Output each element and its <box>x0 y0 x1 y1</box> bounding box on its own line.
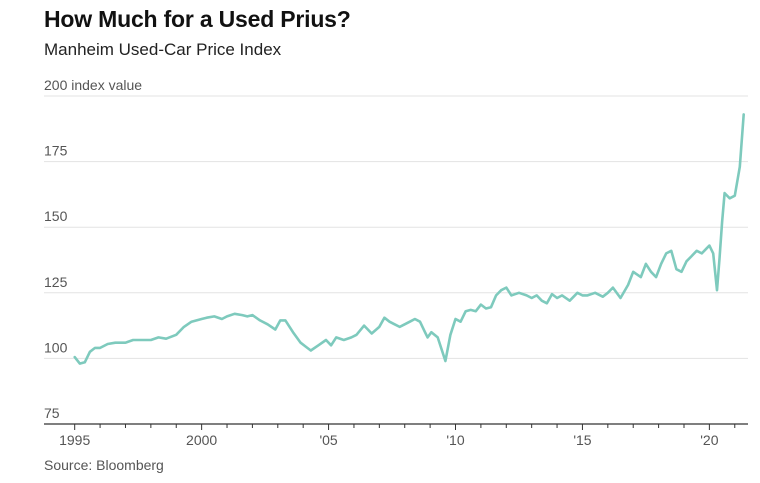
series-line-0 <box>73 113 746 365</box>
y-tick-label-100: 100 <box>44 339 68 355</box>
x-tick-label-2015: '15 <box>573 432 591 448</box>
series-layer <box>73 113 746 365</box>
y-tick-label-150: 150 <box>44 208 68 224</box>
grid-lines <box>44 95 748 359</box>
chart-subtitle: Manheim Used-Car Price Index <box>44 40 282 59</box>
y-tick-label-200: 200 index value <box>44 77 142 93</box>
y-tick-label-75: 75 <box>44 405 60 421</box>
x-tick-label-2000: 2000 <box>186 432 217 448</box>
x-tick-label-2020: '20 <box>700 432 718 448</box>
x-axis: 1995 2000 '05 '10 '15 '20 <box>44 423 748 448</box>
x-tick-label-2005: '05 <box>319 432 337 448</box>
y-tick-label-175: 175 <box>44 143 68 159</box>
x-tick-label-1995: 1995 <box>59 432 90 448</box>
x-tick-label-2010: '10 <box>446 432 464 448</box>
y-axis-ticks: 75 100 125 150 175 200 index value <box>44 77 142 421</box>
y-tick-label-125: 125 <box>44 274 68 290</box>
chart-title: How Much for a Used Prius? <box>44 6 351 32</box>
source-note: Source: Bloomberg <box>44 457 164 473</box>
